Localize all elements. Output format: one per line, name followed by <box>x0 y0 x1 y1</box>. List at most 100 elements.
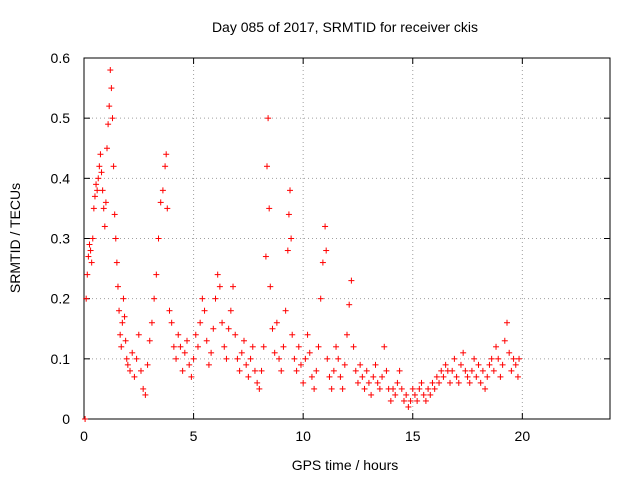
data-point <box>438 367 445 374</box>
data-point <box>98 169 105 176</box>
data-point <box>350 343 357 350</box>
data-point <box>232 331 239 338</box>
data-point <box>210 325 217 332</box>
data-point <box>429 379 436 386</box>
data-point <box>403 391 410 398</box>
data-point <box>354 379 361 386</box>
data-point <box>164 205 171 212</box>
data-point <box>163 151 170 158</box>
data-point <box>269 325 276 332</box>
data-point <box>460 349 467 356</box>
data-point <box>135 331 142 338</box>
data-point <box>184 337 191 344</box>
data-point <box>82 416 89 422</box>
data-point <box>240 337 247 344</box>
y-tick-label: 0.3 <box>51 231 71 247</box>
data-point <box>488 355 495 362</box>
data-point <box>407 397 414 404</box>
data-point <box>243 361 250 368</box>
x-tick-label: 0 <box>80 428 88 444</box>
data-point <box>510 355 517 362</box>
data-point <box>113 259 120 266</box>
data-point <box>295 343 302 350</box>
data-point <box>90 205 97 212</box>
data-point <box>190 355 197 362</box>
data-point <box>251 367 258 374</box>
data-point <box>100 205 107 212</box>
data-point <box>214 271 221 278</box>
data-point <box>208 349 215 356</box>
data-point <box>302 355 309 362</box>
data-point <box>181 349 188 356</box>
data-point <box>142 391 149 398</box>
data-point <box>300 379 307 386</box>
data-point <box>188 373 195 380</box>
data-point <box>151 295 158 302</box>
data-point <box>335 355 342 362</box>
y-tick-label: 0.4 <box>51 170 71 186</box>
data-point <box>361 385 368 392</box>
data-point <box>365 379 372 386</box>
data-point <box>155 235 162 242</box>
data-point <box>123 355 130 362</box>
data-point <box>265 115 272 122</box>
data-point <box>512 361 519 368</box>
data-point <box>273 319 280 326</box>
data-point <box>516 355 523 362</box>
data-point <box>247 355 254 362</box>
data-point <box>328 385 335 392</box>
y-tick-label: 0 <box>62 411 70 427</box>
data-point <box>506 349 513 356</box>
data-point <box>137 367 144 374</box>
data-point <box>390 385 397 392</box>
data-point <box>304 331 311 338</box>
data-point <box>293 367 300 374</box>
data-point <box>363 367 370 374</box>
data-point <box>370 373 377 380</box>
data-point <box>124 361 131 368</box>
data-point <box>490 367 497 374</box>
data-point <box>140 385 147 392</box>
x-axis-label: GPS time / hours <box>292 457 399 473</box>
data-point <box>457 361 464 368</box>
data-point <box>315 343 322 350</box>
data-point <box>346 301 353 308</box>
data-point <box>91 193 98 200</box>
data-point <box>101 223 108 230</box>
data-point <box>431 385 438 392</box>
data-point <box>464 373 471 380</box>
data-point <box>107 67 114 74</box>
data-point <box>194 343 201 350</box>
data-point <box>436 379 443 386</box>
data-point <box>381 343 388 350</box>
data-point <box>442 361 449 368</box>
data-point <box>501 337 508 344</box>
data-point <box>376 385 383 392</box>
x-tick-label: 20 <box>515 428 531 444</box>
data-point <box>271 349 278 356</box>
data-point <box>258 367 265 374</box>
data-point <box>186 361 193 368</box>
data-point <box>131 373 138 380</box>
data-point <box>287 187 294 194</box>
data-point <box>162 163 169 170</box>
data-point <box>227 307 234 314</box>
data-point <box>212 295 219 302</box>
data-point <box>170 343 177 350</box>
data-point <box>317 295 324 302</box>
data-point <box>168 319 175 326</box>
data-point <box>333 343 340 350</box>
data-point <box>447 379 454 386</box>
data-point <box>238 349 245 356</box>
data-point <box>112 235 119 242</box>
data-point <box>254 379 261 386</box>
data-point <box>396 367 403 374</box>
x-tick-label: 15 <box>405 428 421 444</box>
data-point <box>372 361 379 368</box>
data-point <box>475 361 482 368</box>
data-point <box>133 355 140 362</box>
data-point <box>339 385 346 392</box>
data-point <box>121 313 128 320</box>
data-point <box>116 307 123 314</box>
